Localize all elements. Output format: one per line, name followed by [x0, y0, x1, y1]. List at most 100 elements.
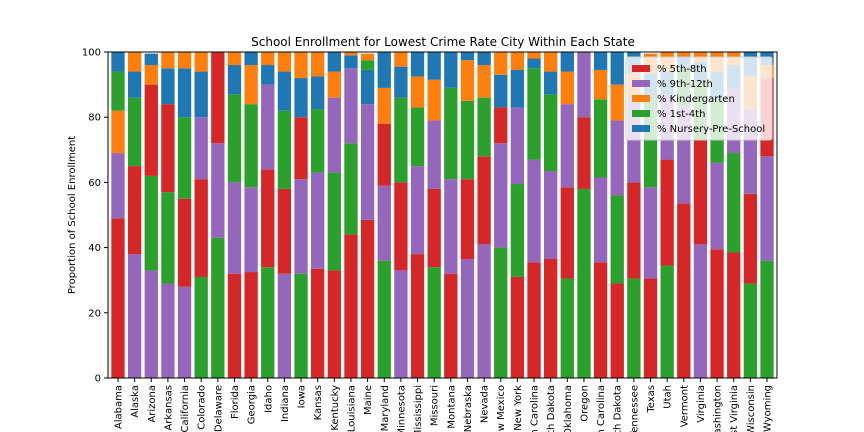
x-tick-label: Nevada — [480, 385, 491, 423]
bar-segment — [111, 153, 125, 219]
bar-segment — [593, 177, 608, 263]
bar-segment — [394, 66, 408, 98]
bar-segment — [177, 52, 192, 69]
bar-segment — [294, 117, 308, 180]
bar-segment — [177, 198, 192, 287]
bar-segment — [477, 52, 491, 66]
bar-segment — [327, 172, 341, 271]
bar-segment — [427, 120, 441, 189]
bar-segment — [177, 286, 192, 378]
bar-segment — [161, 52, 175, 69]
bar-segment — [261, 169, 275, 268]
bar-segment — [743, 193, 758, 284]
bar-segment — [127, 52, 142, 72]
x-tick-label: Louisiana — [346, 385, 357, 432]
bar-segment — [560, 71, 574, 105]
bar-segment — [261, 52, 275, 66]
y-tick-label: 80 — [88, 113, 101, 124]
y-tick-label: 100 — [82, 48, 101, 59]
bar-segment — [410, 52, 425, 77]
bar-segment — [593, 52, 608, 70]
bar-segment — [444, 179, 458, 274]
bar-segment — [211, 143, 225, 238]
x-tick-label: Kentucky — [330, 385, 341, 431]
bar-segment — [527, 262, 541, 378]
x-tick-label: Idaho — [263, 385, 274, 413]
bar-segment — [460, 52, 475, 61]
bar-segment — [410, 76, 425, 108]
bar-segment — [760, 156, 774, 261]
bar-segment — [427, 52, 441, 80]
legend-swatch — [632, 125, 650, 132]
bar-segment — [294, 179, 308, 274]
bar-segment — [460, 60, 475, 101]
bar-segment — [294, 78, 308, 118]
bar-segment — [627, 182, 641, 279]
x-tick-label: Tennessee — [629, 385, 640, 432]
bar-segment — [360, 104, 375, 220]
legend-label: % 9th-12th — [657, 79, 713, 90]
y-axis-label: Proportion of School Enrollment — [67, 136, 78, 294]
x-tick-label: New Mexico — [496, 385, 507, 432]
bar-segment — [477, 65, 491, 98]
bar-segment — [161, 283, 175, 378]
bar-segment — [311, 172, 325, 269]
bar-segment — [344, 52, 358, 56]
x-tick-label: Wyoming — [763, 385, 774, 432]
bar-segment — [111, 71, 125, 111]
x-tick-label: Alaska — [130, 385, 141, 418]
legend-label: % 1st-4th — [657, 109, 705, 120]
bar-segment — [727, 153, 741, 253]
bar-segment — [760, 260, 774, 378]
bar-segment — [677, 52, 691, 57]
bar-segment — [294, 273, 308, 378]
bar-segment — [144, 84, 158, 176]
bar-segment — [277, 71, 292, 111]
bar-segment — [244, 272, 258, 378]
bar-segment — [227, 94, 242, 183]
bar-segment — [394, 97, 408, 183]
bar-segment — [410, 166, 425, 255]
bar-segment — [277, 273, 292, 378]
bar-segment — [344, 68, 358, 144]
bar-segment — [344, 55, 358, 69]
bar-segment — [227, 273, 242, 378]
bar-segment — [610, 283, 624, 378]
bar-segment — [710, 249, 724, 378]
y-tick-label: 0 — [95, 374, 101, 385]
x-tick-label: Maine — [363, 385, 374, 415]
bar-segment — [410, 107, 425, 167]
y-tick-label: 40 — [88, 243, 101, 254]
bar-segment — [527, 58, 541, 69]
bar-segment — [510, 184, 525, 277]
legend-label: % 5th-8th — [657, 64, 707, 75]
bar-segment — [327, 52, 341, 72]
bar-segment — [427, 267, 441, 378]
bar-segment — [177, 117, 192, 199]
bar-segment — [127, 254, 142, 378]
bar-segment — [127, 166, 142, 255]
x-tick-label: Utah — [663, 385, 674, 409]
bar-segment — [427, 188, 441, 268]
bar-segment — [460, 100, 475, 180]
bar-segment — [544, 259, 558, 378]
bar-segment — [277, 188, 292, 274]
bar-segment — [577, 188, 591, 378]
bar-segment — [360, 69, 375, 105]
bar-segment — [560, 52, 574, 72]
bar-segment — [610, 120, 624, 196]
legend-swatch — [632, 110, 650, 117]
bar-segment — [127, 97, 142, 167]
bar-segment — [127, 71, 142, 98]
bar-segment — [510, 69, 525, 108]
x-tick-label: Minnesota — [396, 385, 407, 432]
x-tick-label: South Dakota — [613, 385, 624, 432]
bar-segment — [111, 218, 125, 378]
bar-segment — [593, 99, 608, 178]
x-tick-label: Alabama — [113, 385, 124, 429]
bar-segment — [494, 107, 508, 144]
bar-segment — [394, 182, 408, 271]
x-tick-label: South Carolina — [596, 385, 607, 432]
x-tick-label: Virginia — [696, 385, 707, 423]
bar-segment — [377, 185, 391, 261]
